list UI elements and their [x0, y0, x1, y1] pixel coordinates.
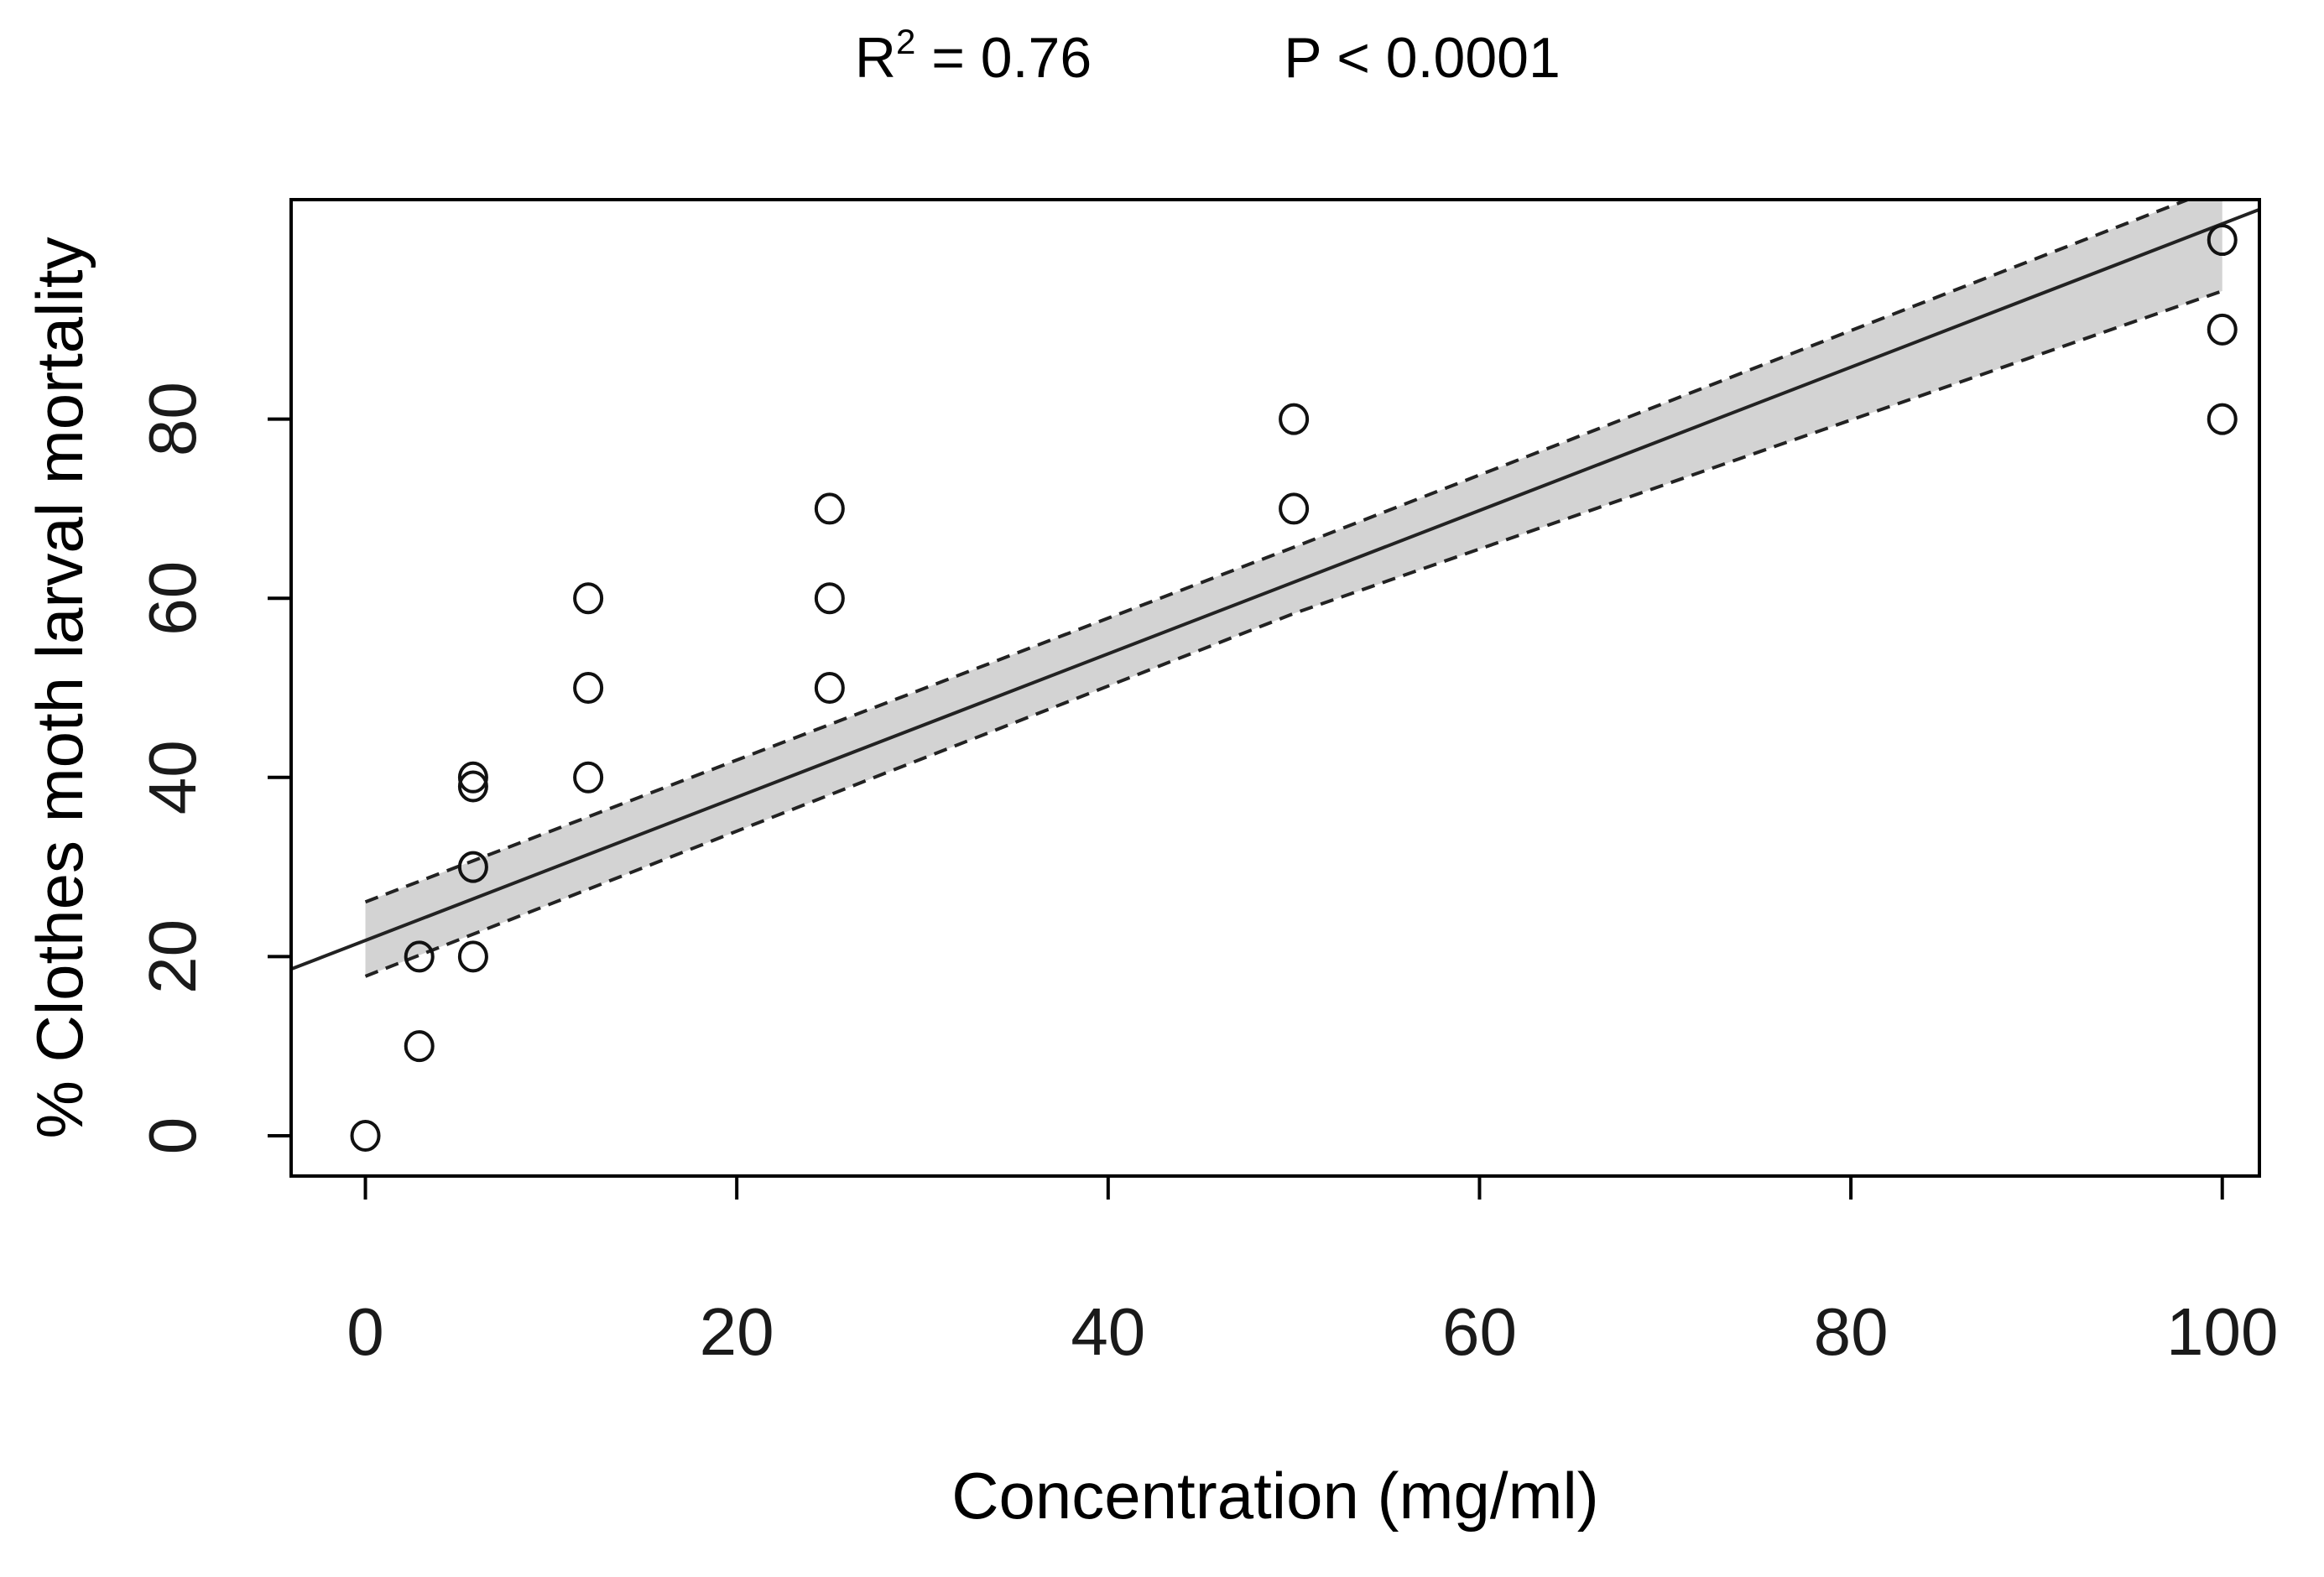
data-point: [814, 672, 845, 704]
data-point: [2207, 224, 2238, 257]
plot-frame: [289, 198, 2261, 1178]
confidence-upper-line: [364, 200, 2193, 904]
y-axis: 0 20 40 60 80: [135, 382, 291, 1154]
p-value: P < 0.0001: [1284, 26, 1561, 90]
y-tick-label: 80: [135, 382, 210, 456]
regression-line: [291, 207, 2259, 971]
x-tick-label: 80: [1814, 1294, 1889, 1369]
data-point: [457, 761, 488, 794]
x-axis: 0 20 40 60 80 100: [347, 1176, 2278, 1369]
data-point: [573, 582, 604, 615]
fit-statistics: R2 = 0.76: [855, 22, 1092, 90]
data-point: [350, 1119, 381, 1152]
data-point: [457, 851, 488, 883]
data-point: [814, 492, 845, 525]
data-point: [404, 1030, 435, 1063]
data-point: [814, 582, 845, 615]
data-point: [457, 940, 488, 973]
r-squared-prefix: R: [855, 26, 896, 90]
x-tick-label: 40: [1071, 1294, 1145, 1369]
data-point: [573, 672, 604, 704]
y-tick-label: 40: [135, 740, 210, 815]
y-tick-label: 0: [135, 1117, 210, 1155]
x-tick-label: 0: [347, 1294, 384, 1369]
x-tick-label: 60: [1442, 1294, 1517, 1369]
x-tick-label: 20: [700, 1294, 774, 1369]
data-point: [457, 770, 488, 803]
x-axis-label: Concentration (mg/ml): [951, 1459, 1599, 1533]
data-point: [404, 940, 435, 973]
y-tick-label: 20: [135, 919, 210, 994]
data-point: [2207, 313, 2238, 346]
confidence-band: [365, 200, 2222, 976]
plot-area: [291, 200, 2259, 1152]
r-squared-superscript: 2: [896, 22, 915, 61]
data-point: [2207, 403, 2238, 435]
confidence-lower-line: [364, 289, 2223, 978]
y-axis-label: % Clothes moth larval mortality: [23, 237, 96, 1138]
data-point: [573, 761, 604, 794]
r-squared-value: = 0.76: [915, 26, 1092, 90]
y-tick-label: 60: [135, 561, 210, 636]
data-point: [1279, 492, 1310, 525]
data-point: [1279, 403, 1310, 435]
x-tick-label: 100: [2166, 1294, 2278, 1369]
